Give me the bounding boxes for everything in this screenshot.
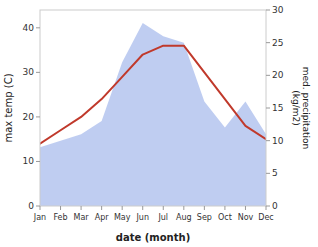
y2-tick-label: 15 [272,103,283,113]
x-tick [122,206,123,210]
chart-container: 0 10 20 30 40 0 5 10 15 20 25 30 Jan Feb Mar Apr May Jun J… [0,0,318,247]
y-axis-label: max temp (C) [3,73,14,142]
plot-frame [40,10,266,206]
x-tick [266,206,267,210]
y2-tick-label: 10 [272,136,284,146]
x-tick-label: Feb [53,213,67,222]
x-tick [40,206,41,210]
x-tick-label: Jun [135,213,149,222]
y2-tick [266,108,270,109]
y-tick-label: 40 [23,23,35,33]
x-tick-label: Sep [197,213,212,222]
x-tick-label: Apr [95,213,110,222]
x-tick-label: Dec [258,213,273,222]
y2-axis-label-line: med. precipitation [301,67,311,149]
x-tick [81,206,82,210]
x-tick [204,206,205,210]
x-tick-label: May [114,213,131,222]
x-tick-label: Jan [33,213,46,222]
y2-tick [266,75,270,76]
y2-tick-label: 0 [272,201,278,211]
y2-tick [266,140,270,141]
y2-axis-label: med. precipitation(kg/m2) [291,67,311,149]
y2-tick-label: 25 [272,38,283,48]
axes: 0 10 20 30 40 0 5 10 15 20 25 30 Jan Feb Mar Apr May Jun J… [3,5,311,243]
x-tick [183,206,184,210]
y-tick [36,116,40,117]
x-tick-label: Nov [238,213,254,222]
x-tick-label: Aug [176,213,192,222]
y-tick [36,27,40,28]
y2-tick [266,173,270,174]
chart-svg: 0 10 20 30 40 0 5 10 15 20 25 30 Jan Feb Mar Apr May Jun J… [0,0,318,247]
plot-area [40,23,266,206]
x-tick-label: Mar [74,213,90,222]
x-tick [245,206,246,210]
y2-axis-label-line: (kg/m2) [291,90,301,125]
x-tick-label: Oct [218,213,232,222]
x-tick [60,206,61,210]
x-tick [224,206,225,210]
x-tick [142,206,143,210]
y2-tick [266,42,270,43]
x-tick [163,206,164,210]
y2-tick [266,10,270,11]
y-tick [36,161,40,162]
y2-tick [266,206,270,207]
y2-tick-label: 20 [272,70,284,80]
y-tick-label: 30 [23,67,35,77]
x-tick-label: Jul [157,213,168,222]
temperature-line [40,46,266,144]
y2-tick-label: 5 [272,168,278,178]
x-axis-label: date (month) [116,232,190,243]
y-tick-label: 0 [28,201,34,211]
y2-tick-label: 30 [272,5,284,15]
y-tick [36,206,40,207]
y-tick [36,72,40,73]
precipitation-area [40,23,266,206]
y-tick-label: 10 [23,156,35,166]
x-tick [101,206,102,210]
y-tick-label: 20 [23,112,35,122]
